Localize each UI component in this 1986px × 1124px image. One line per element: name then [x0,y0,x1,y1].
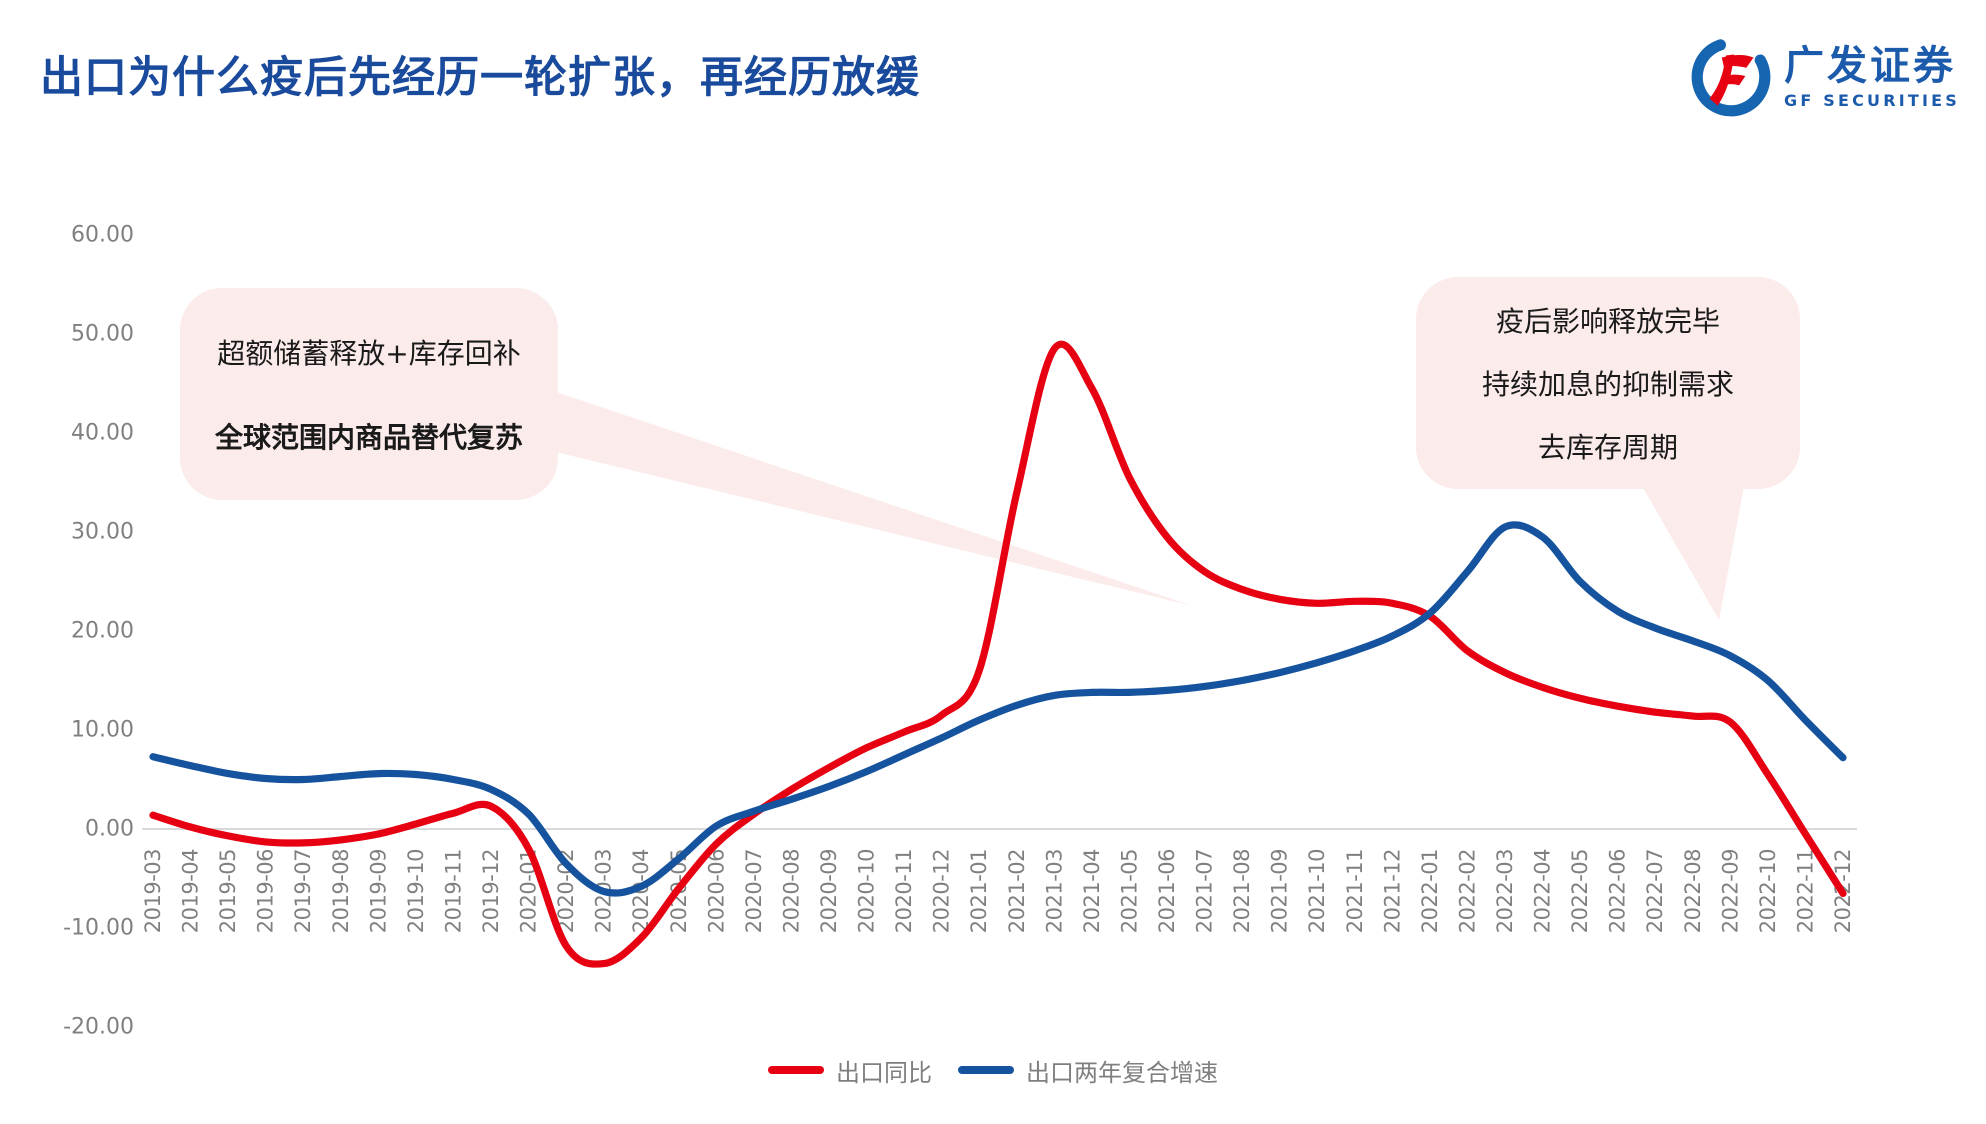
x-axis-tick-label: 2019-10 [404,849,428,933]
series-line-export-yoy [149,340,1847,968]
x-axis-tick-label: 2019-08 [329,849,353,933]
x-axis-tick-label: 2022-06 [1606,849,1630,933]
x-axis-tick-label: 2020-06 [704,849,728,933]
x-axis-tick-label: 2021-09 [1268,849,1292,933]
x-axis-tick-label: 2022-05 [1568,849,1592,933]
x-axis-tick-label: 2021-02 [1005,849,1029,933]
x-axis-tick-label: 2019-04 [179,849,203,933]
x-axis-tick-label: 2022-01 [1418,849,1442,933]
x-axis-tick-label: 2021-11 [1343,849,1367,933]
x-axis-tick-label: 2020-07 [742,849,766,933]
x-axis-tick-label: 2019-11 [441,849,465,933]
series-line-two-year-cagr [149,521,1847,897]
logo-text: 广发证券 GF SECURITIES [1784,46,1960,109]
page-title: 出口为什么疫后先经历一轮扩张，再经历放缓 [40,53,920,103]
logo-en-name: GF SECURITIES [1783,90,1960,110]
x-axis-tick-label: 2019-06 [254,849,278,933]
y-axis-tick-label: 10.00 [71,718,134,743]
x-axis-tick-label: 2020-10 [855,849,879,933]
callout-right: 疫后影响释放完毕 持续加息的抑制需求 去库存周期 [1416,277,1800,489]
callout-left-pointer [556,392,1193,606]
x-axis-tick-label: 2021-06 [1155,849,1179,933]
x-axis-tick-label: 2021-10 [1305,849,1329,933]
y-axis-tick-label: -10.00 [63,916,134,941]
series-lines [149,340,1847,968]
x-axis-tick-label: 2020-09 [817,849,841,933]
x-axis-tick-label: 2021-08 [1230,849,1254,933]
y-axis-tick-label: 40.00 [71,421,134,446]
legend-label-two-year-cagr: 出口两年复合增速 [1026,1058,1218,1087]
y-axis-tick-label: 0.00 [85,817,134,842]
legend-label-export-yoy: 出口同比 [836,1058,932,1087]
x-axis-tick-label: 2021-12 [1380,849,1404,933]
x-axis-tick-label: 2020-08 [779,849,803,933]
y-axis-tick-label: 20.00 [71,619,134,644]
callout-left: 超额储蓄释放+库存回补 全球范围内商品替代复苏 [180,288,558,500]
x-axis-tick-label: 2021-05 [1117,849,1141,933]
y-axis-tick-label: 60.00 [71,223,134,248]
x-axis-labels: 2019-03 2019-04 2019-05 2019-06 2019-07 2019-… [141,849,1855,933]
x-axis-tick-label: 2019-07 [291,849,315,933]
x-axis-tick-label: 2022-07 [1643,849,1667,933]
legend-swatch-export-yoy [768,1066,824,1074]
callout-right-pointer [1642,486,1744,620]
x-axis-tick-label: 2021-07 [1193,849,1217,933]
logo-cn-name: 广发证券 [1783,42,1956,89]
y-axis-labels: 60.00 50.00 40.00 30.00 20.00 10.00 0.00 -10.00… [63,223,134,1040]
y-axis-tick-label: 50.00 [71,322,134,347]
x-axis-tick-label: 2020-12 [930,849,954,933]
chart-legend: 出口同比 出口两年复合增速 [0,1050,1986,1090]
x-axis-tick-label: 2022-09 [1718,849,1742,933]
callout-right-line3: 去库存周期 [1537,431,1678,464]
x-axis-tick-label: 2022-08 [1681,849,1705,933]
x-axis-tick-label: 2022-11 [1793,849,1817,933]
y-axis-tick-label: 30.00 [71,520,134,545]
x-axis-tick-label: 2022-10 [1756,849,1780,933]
x-axis-tick-label: 2021-03 [1042,849,1066,933]
x-axis-tick-label: 2019-12 [479,849,503,933]
callout-left-line1: 超额储蓄释放+库存回补 [217,337,521,370]
x-axis-tick-label: 2021-01 [967,849,991,933]
callout-right-line1: 疫后影响释放完毕 [1495,305,1720,338]
x-axis-tick-label: 2021-04 [1080,849,1104,933]
legend-swatch-two-year-cagr [958,1066,1014,1074]
gf-securities-logo: 广发证券 GF SECURITIES [1688,34,1960,120]
gf-logo-icon [1691,37,1771,117]
x-axis-tick-label: 2019-09 [366,849,390,933]
callout-left-line2: 全球范围内商品替代复苏 [214,421,523,454]
callout-right-line2: 持续加息的抑制需求 [1481,368,1734,401]
x-axis-tick-label: 2020-11 [892,849,916,933]
x-axis-tick-label: 2019-03 [141,849,165,933]
y-axis-tick-label: -20.00 [63,1015,134,1040]
x-axis-tick-label: 2022-02 [1455,849,1479,933]
x-axis-tick-label: 2022-03 [1493,849,1517,933]
x-axis-tick-label: 2019-05 [216,849,240,933]
x-axis-tick-label: 2022-04 [1531,849,1555,933]
